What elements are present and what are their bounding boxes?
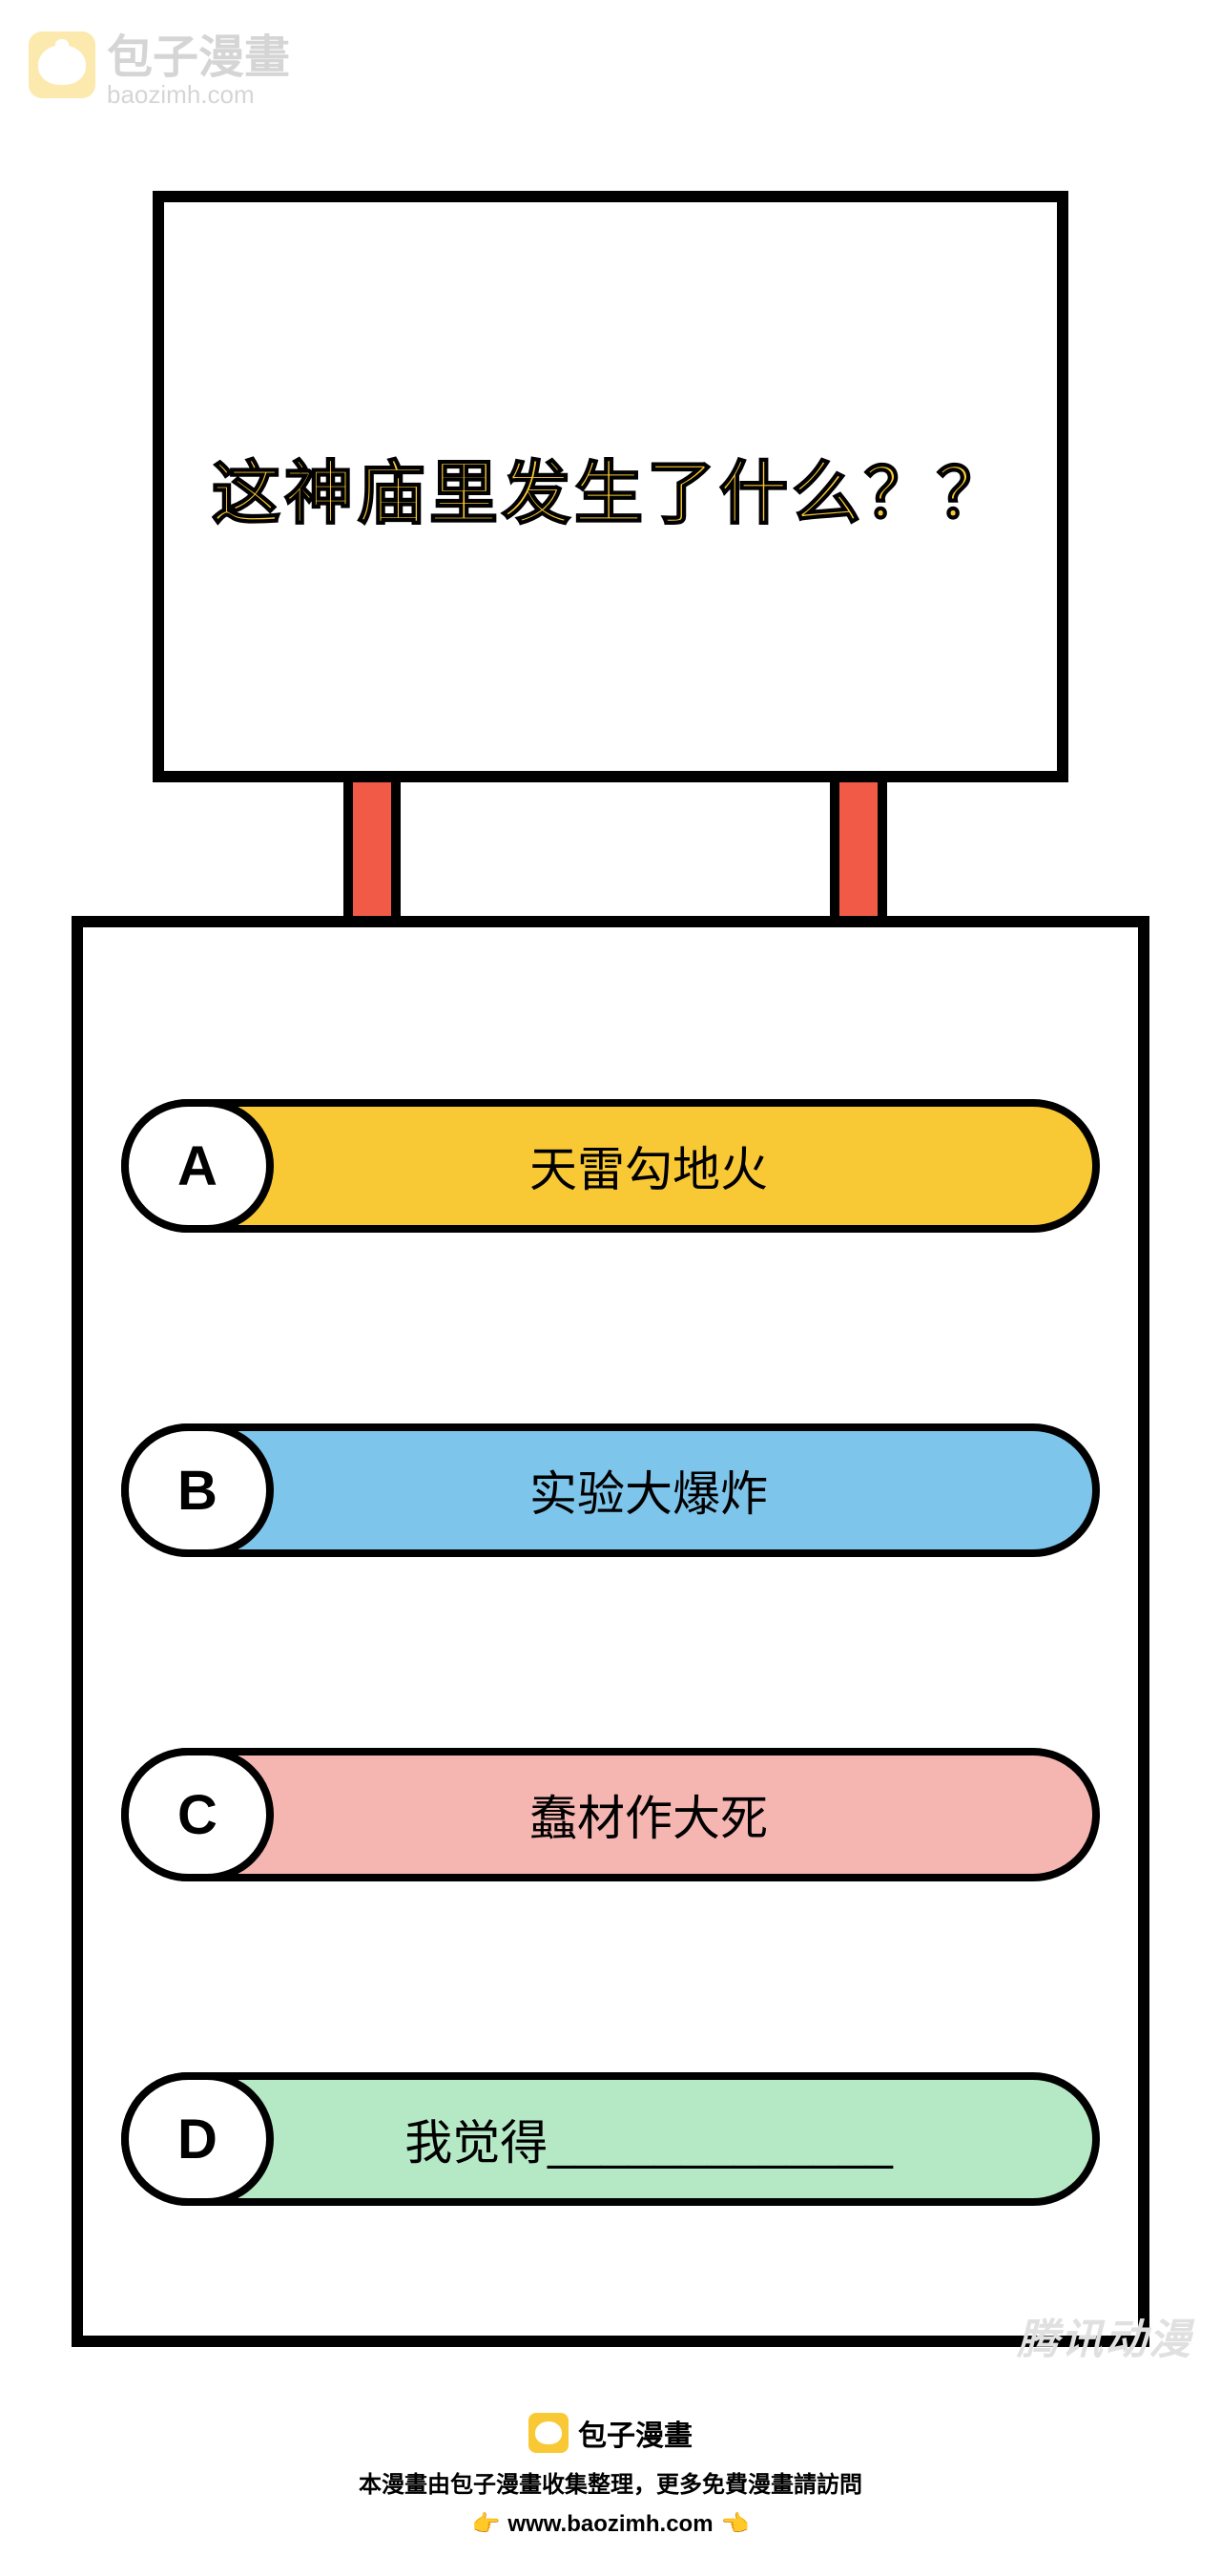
- footer-description: 本漫畫由包子漫畫收集整理，更多免費漫畫請訪問: [359, 2465, 862, 2499]
- tencent-watermark: 腾讯动漫: [1017, 2305, 1192, 2366]
- watermark-url: baozimh.com: [107, 80, 290, 110]
- question-box: 这神庙里发生了什么？？: [153, 191, 1068, 782]
- question-text: 这神庙里发生了什么？？: [212, 437, 1009, 537]
- option-a[interactable]: A 天雷勾地火: [121, 1099, 1100, 1233]
- hand-right-icon: 👉: [472, 2510, 501, 2538]
- watermark-top: 包子漫畫 baozimh.com: [29, 19, 290, 110]
- option-letter-b: B: [121, 1423, 274, 1557]
- watermark-title: 包子漫畫: [107, 19, 290, 86]
- option-letter-c: C: [121, 1748, 274, 1881]
- footer-url: www.baozimh.com: [507, 2511, 713, 2538]
- option-letter-d: D: [121, 2072, 274, 2206]
- option-d[interactable]: D 我觉得_____________: [121, 2072, 1100, 2206]
- option-letter-a: A: [121, 1099, 274, 1233]
- hand-left-icon: 👈: [721, 2510, 750, 2538]
- footer: 包子漫畫 本漫畫由包子漫畫收集整理，更多免費漫畫請訪問 👉 www.baozim…: [0, 2412, 1221, 2538]
- footer-brand: 包子漫畫: [528, 2412, 693, 2454]
- footer-bun-icon: [528, 2413, 569, 2453]
- options-container: A 天雷勾地火 B 实验大爆炸 C 蠢材作大死 D 我觉得___________…: [72, 916, 1149, 2347]
- sign-leg-right: [830, 782, 887, 935]
- option-b[interactable]: B 实验大爆炸: [121, 1423, 1100, 1557]
- footer-brand-text: 包子漫畫: [578, 2412, 693, 2454]
- watermark-text-block: 包子漫畫 baozimh.com: [107, 19, 290, 110]
- sign-leg-left: [343, 782, 401, 935]
- bun-logo-icon: [29, 31, 95, 98]
- option-c[interactable]: C 蠢材作大死: [121, 1748, 1100, 1881]
- footer-url-row: 👉 www.baozimh.com 👈: [472, 2510, 750, 2538]
